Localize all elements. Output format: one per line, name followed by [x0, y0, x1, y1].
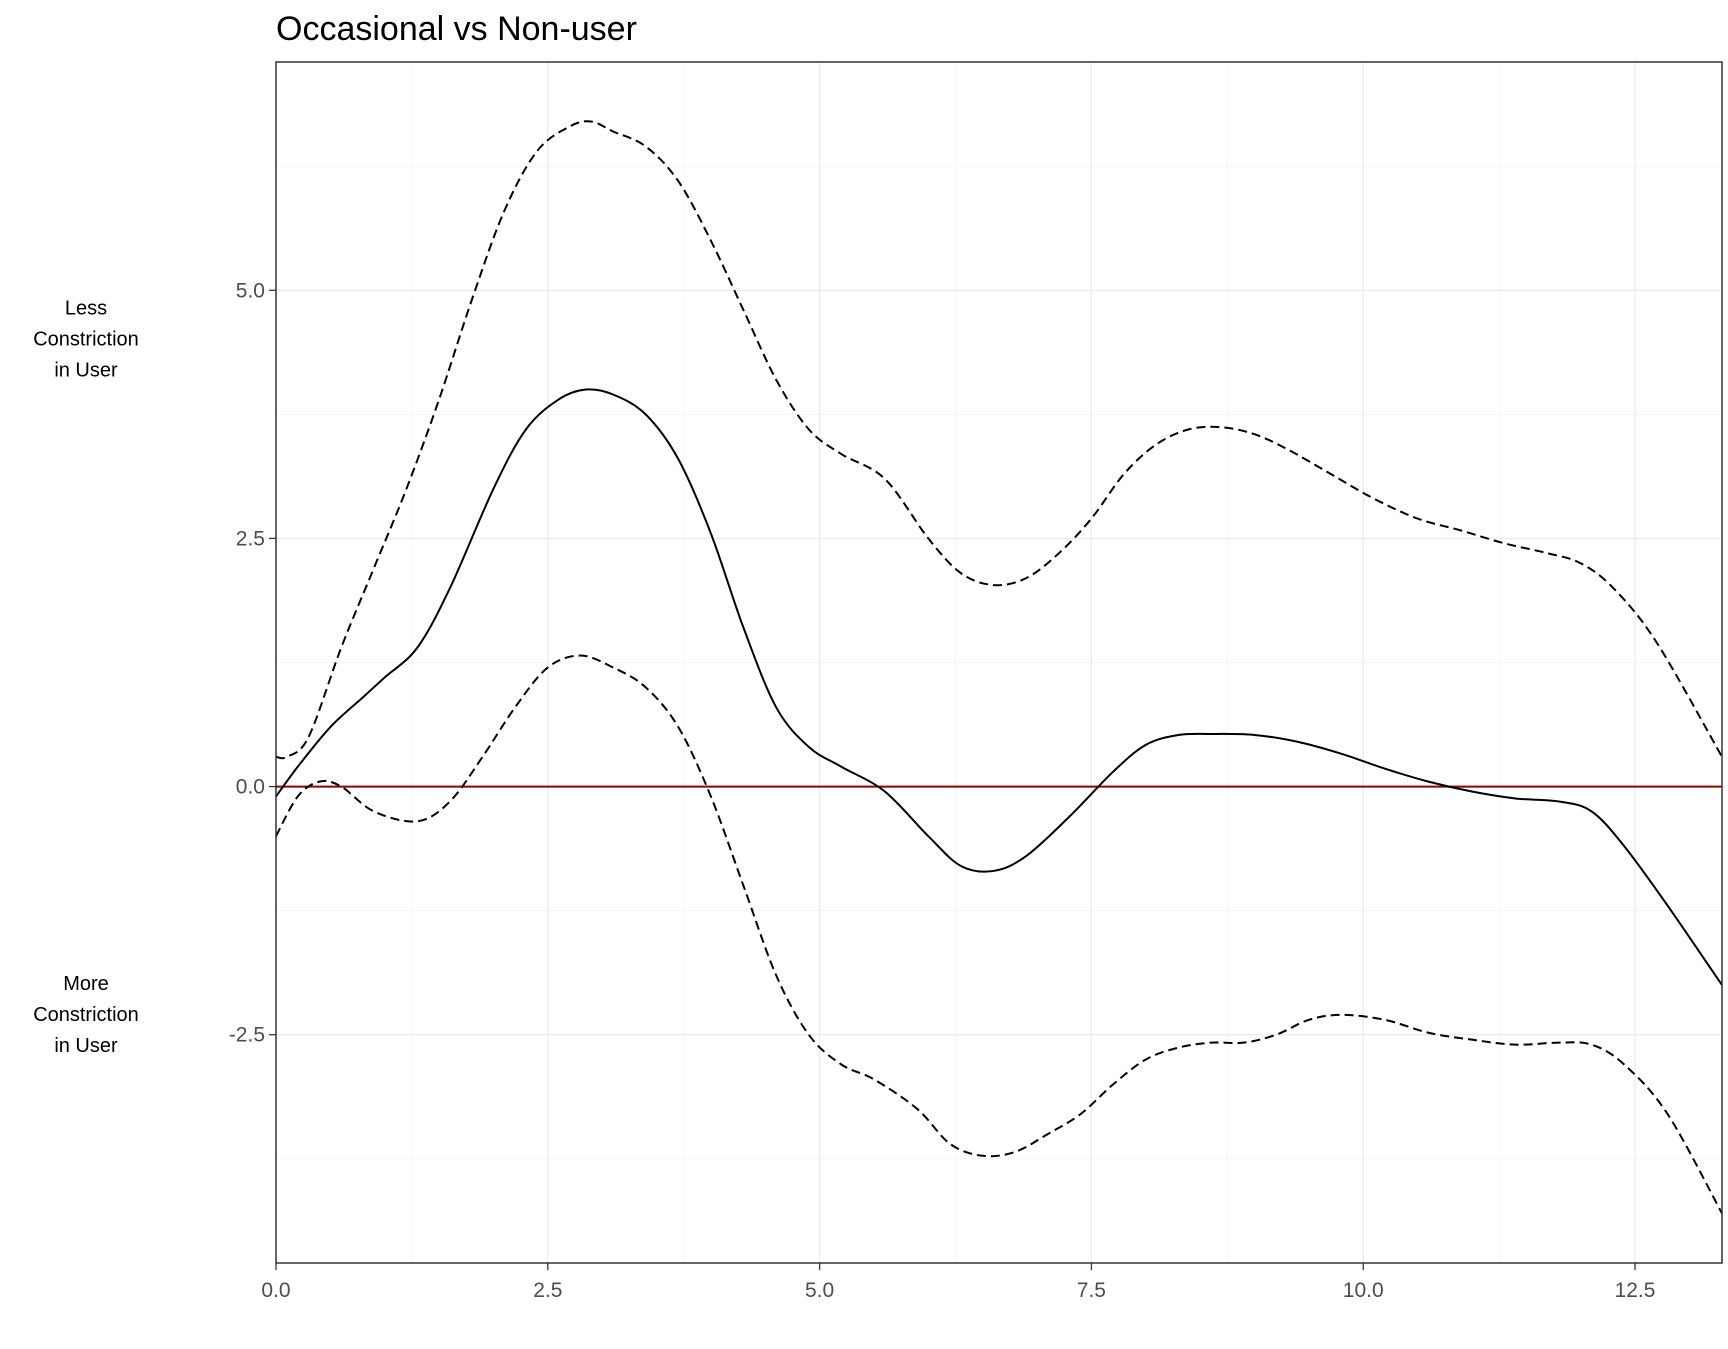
series-group: [275, 120, 1723, 1214]
upper-annotation-line: Less: [65, 297, 107, 319]
upper-ci-line: [275, 120, 1723, 760]
y-tick-label: 5.0: [236, 279, 265, 302]
upper-annotation-line: in User: [54, 359, 118, 381]
lower-annotation-line: in User: [54, 1035, 118, 1057]
x-tick-label: 5.0: [805, 1279, 834, 1302]
x-tick-label: 12.5: [1615, 1279, 1656, 1302]
lower-annotation-line: More: [63, 973, 109, 995]
y-tick-label: 0.0: [236, 776, 265, 799]
y-tick-label: 2.5: [236, 527, 265, 550]
x-tick-label: 2.5: [533, 1279, 562, 1302]
chart-title: Occasional vs Non-user: [276, 10, 637, 48]
upper-annotation-line: Constriction: [33, 328, 139, 350]
lower-annotation-line: Constriction: [33, 1004, 139, 1026]
panel-border: [275, 61, 1723, 1264]
lower-ci-line: [275, 654, 1723, 1214]
y-tick-label: -2.5: [229, 1024, 265, 1047]
x-tick-label: 0.0: [261, 1279, 290, 1302]
axis-ticks: 0.0 2.5 5.0 7.5 10.0 12.5 -2.5 0.0 2.5 5.0: [229, 279, 1656, 1302]
x-tick-label: 10.0: [1343, 1279, 1384, 1302]
estimate-line: [275, 388, 1723, 986]
side-annotations: Less Constriction in User More Constriction i…: [33, 297, 139, 1057]
x-tick-label: 7.5: [1077, 1279, 1106, 1302]
